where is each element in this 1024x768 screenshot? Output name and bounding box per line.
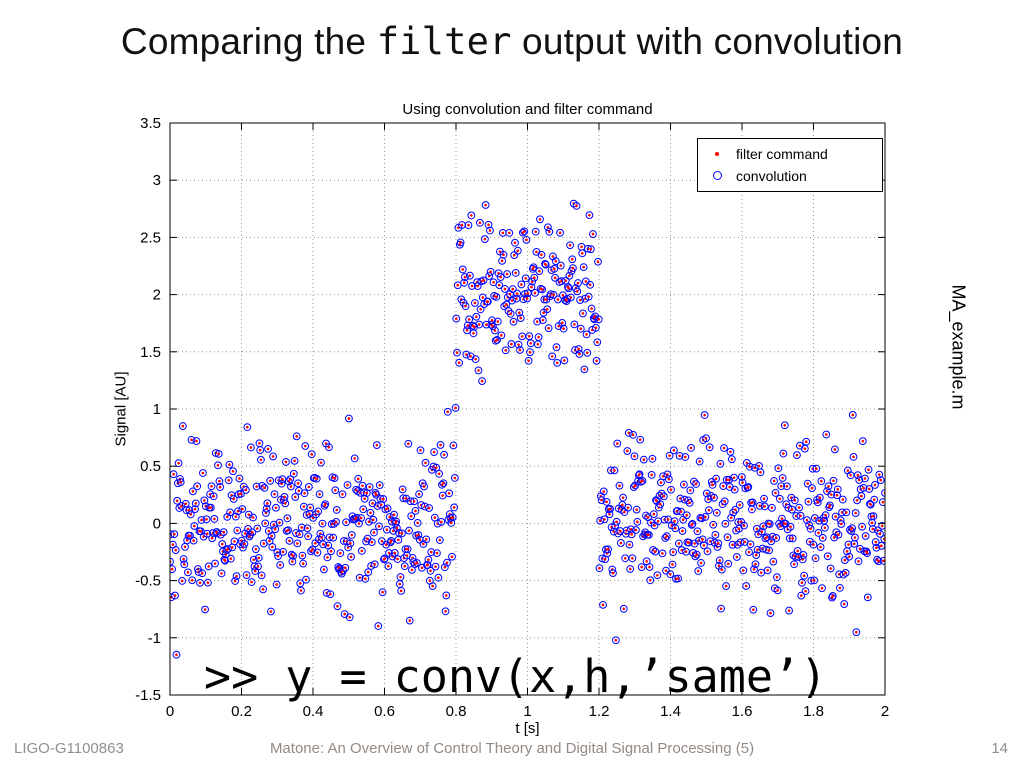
svg-text:0.2: 0.2 — [231, 703, 252, 720]
side-filename-label: MA_example.m — [948, 284, 969, 410]
legend-label-filter-command: filter command — [736, 145, 828, 162]
svg-text:3.5: 3.5 — [140, 115, 161, 132]
svg-text:1.2: 1.2 — [589, 703, 610, 720]
footer: LIGO-G1100863 Matone: An Overview of Con… — [0, 740, 1024, 760]
footer-doc-id: LIGO-G1100863 — [14, 740, 124, 757]
legend-item-filter-command: filter command — [698, 145, 882, 162]
svg-text:0.8: 0.8 — [446, 703, 467, 720]
svg-text:1: 1 — [153, 401, 161, 418]
svg-text:1.4: 1.4 — [660, 703, 681, 720]
legend-item-convolution: convolution — [698, 167, 882, 184]
matlab-code-overlay: >> y = conv(x,h,’same’) — [204, 650, 828, 703]
slide-title: Comparing the filter output with convolu… — [0, 20, 1024, 63]
plot-legend: filter command convolution — [697, 138, 883, 192]
footer-caption: Matone: An Overview of Control Theory an… — [269, 740, 755, 757]
svg-text:1.6: 1.6 — [732, 703, 753, 720]
filter-command-marker-icon — [715, 151, 719, 156]
plot-title: Using convolution and filter command — [402, 101, 653, 118]
svg-text:0.4: 0.4 — [303, 703, 324, 720]
svg-text:0.5: 0.5 — [140, 458, 161, 475]
svg-text:2: 2 — [881, 703, 889, 720]
svg-text:-1.5: -1.5 — [135, 687, 161, 704]
legend-label-convolution: convolution — [736, 167, 807, 184]
svg-text:2: 2 — [153, 287, 161, 304]
svg-text:1: 1 — [523, 703, 531, 720]
svg-text:1.5: 1.5 — [140, 344, 161, 361]
slide-title-post: output with convolution — [511, 21, 904, 62]
svg-text:-0.5: -0.5 — [135, 573, 161, 590]
svg-text:0: 0 — [166, 703, 174, 720]
svg-text:3: 3 — [153, 172, 161, 189]
slide-title-pre: Comparing the — [120, 21, 377, 62]
svg-text:0: 0 — [153, 515, 161, 532]
footer-page-number: 14 — [991, 740, 1008, 757]
svg-text:1.8: 1.8 — [803, 703, 824, 720]
slide-title-code: filter — [376, 20, 512, 63]
x-axis-label: t [s] — [515, 720, 540, 737]
convolution-marker-icon — [712, 171, 722, 180]
svg-text:-1: -1 — [148, 630, 161, 647]
svg-text:0.6: 0.6 — [374, 703, 395, 720]
y-axis-label: Signal [AU] — [112, 371, 130, 447]
svg-text:2.5: 2.5 — [140, 229, 161, 246]
